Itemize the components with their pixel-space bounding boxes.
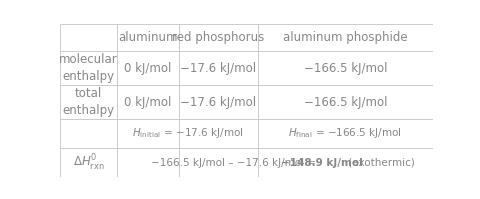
Bar (117, 148, 178, 177)
Bar (178, 24, 257, 52)
Text: molecular
enthalpy: molecular enthalpy (59, 53, 118, 83)
Bar (117, 85, 178, 119)
Text: aluminum phosphide: aluminum phosphide (282, 31, 407, 44)
Bar (117, 52, 178, 85)
Text: −166.5 kJ/mol: −166.5 kJ/mol (303, 96, 386, 108)
Text: aluminum: aluminum (118, 31, 177, 44)
Text: −17.6 kJ/mol: −17.6 kJ/mol (180, 96, 256, 108)
Text: $\Delta \mathit{H}^{0}_{\rm rxn}$: $\Delta \mathit{H}^{0}_{\rm rxn}$ (72, 152, 104, 173)
Bar (60, 119, 117, 148)
Bar (257, 52, 432, 85)
Bar (60, 148, 117, 177)
Bar (117, 119, 178, 148)
Text: −166.5 kJ/mol – −17.6 kJ/mol =: −166.5 kJ/mol – −17.6 kJ/mol = (151, 158, 319, 168)
Bar (60, 85, 117, 119)
Bar (117, 24, 178, 52)
Bar (178, 52, 257, 85)
Text: $\mathit{H}_{\rm final}$ = −166.5 kJ/mol: $\mathit{H}_{\rm final}$ = −166.5 kJ/mol (288, 126, 401, 140)
Bar (257, 148, 432, 177)
Text: −148.9 kJ/mol: −148.9 kJ/mol (281, 158, 362, 168)
Bar (60, 24, 117, 52)
Bar (178, 119, 257, 148)
Text: $\mathit{H}_{\rm initial}$ = −17.6 kJ/mol: $\mathit{H}_{\rm initial}$ = −17.6 kJ/mo… (131, 126, 242, 140)
Text: total
enthalpy: total enthalpy (62, 87, 114, 117)
Bar (178, 148, 257, 177)
Text: (exothermic): (exothermic) (344, 158, 414, 168)
Bar (60, 52, 117, 85)
Text: −166.5 kJ/mol: −166.5 kJ/mol (303, 62, 386, 75)
Text: red phosphorus: red phosphorus (172, 31, 264, 44)
Bar (257, 24, 432, 52)
Text: 0 kJ/mol: 0 kJ/mol (124, 62, 171, 75)
Text: −17.6 kJ/mol: −17.6 kJ/mol (180, 62, 256, 75)
Text: 0 kJ/mol: 0 kJ/mol (124, 96, 171, 108)
Bar (257, 85, 432, 119)
Bar (178, 85, 257, 119)
Bar (257, 119, 432, 148)
